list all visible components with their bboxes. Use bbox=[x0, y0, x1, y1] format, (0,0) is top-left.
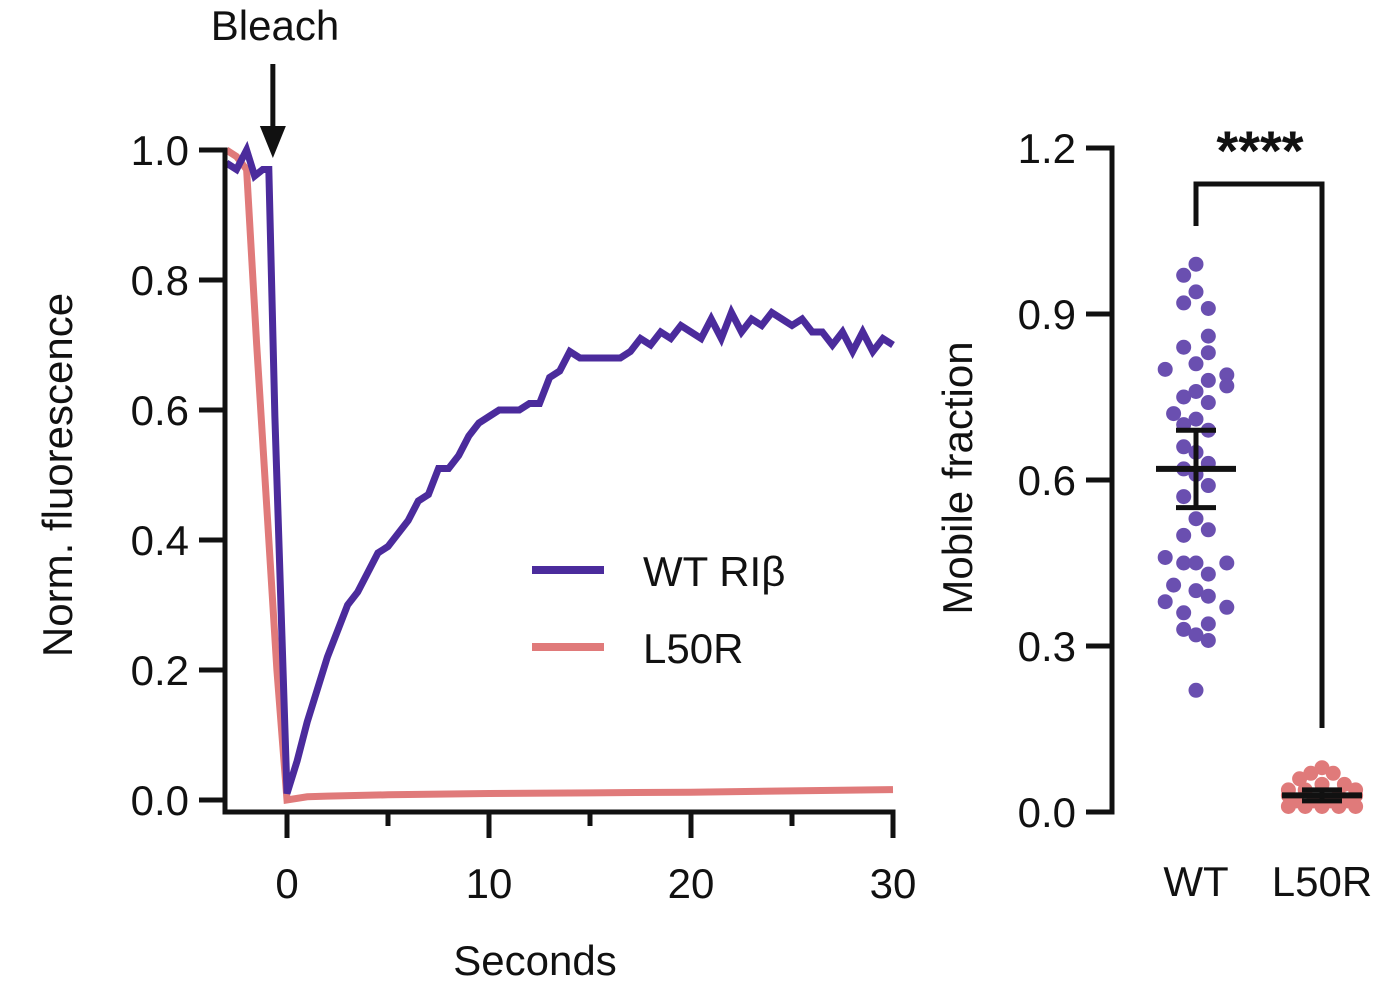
data-point-wt bbox=[1200, 632, 1216, 648]
data-point-wt bbox=[1157, 549, 1173, 565]
data-point-wt bbox=[1200, 478, 1216, 494]
legend-label-l50r: L50R bbox=[643, 625, 743, 672]
y-tick-label: 1.0 bbox=[131, 127, 189, 174]
y-axis-title: Mobile fraction bbox=[934, 341, 981, 614]
y-tick-label: 0.2 bbox=[131, 647, 189, 694]
data-point-wt bbox=[1176, 439, 1192, 455]
y-tick-label: 1.2 bbox=[1018, 125, 1076, 172]
y-tick-label: 0.0 bbox=[1018, 789, 1076, 836]
data-point-l50r bbox=[1348, 798, 1364, 814]
x-category-label: WT bbox=[1163, 858, 1228, 905]
data-point-wt bbox=[1157, 594, 1173, 610]
data-point-wt bbox=[1176, 267, 1192, 283]
data-point-wt bbox=[1176, 527, 1192, 543]
y-axis-ticks: 0.0 0.3 0.6 0.9 1.2 bbox=[1018, 125, 1112, 836]
data-point-wt bbox=[1188, 256, 1204, 272]
data-point-wt bbox=[1188, 555, 1204, 571]
legend-label-wt: WT RIβ bbox=[643, 548, 785, 595]
data-point-wt bbox=[1188, 682, 1204, 698]
data-point-l50r bbox=[1325, 765, 1341, 781]
data-point-wt bbox=[1219, 555, 1235, 571]
y-tick-label: 0.9 bbox=[1018, 291, 1076, 338]
x-tick-label: 30 bbox=[870, 860, 917, 907]
data-point-wt bbox=[1200, 300, 1216, 316]
series-layer bbox=[224, 140, 895, 805]
x-tick-label: 0 bbox=[275, 860, 298, 907]
data-point-l50r bbox=[1292, 771, 1308, 787]
data-point-wt bbox=[1219, 599, 1235, 615]
data-point-wt bbox=[1200, 616, 1216, 632]
significance-bracket: **** bbox=[1193, 119, 1325, 728]
scatter-points bbox=[1157, 256, 1364, 814]
series-line-wt-ri- bbox=[224, 140, 895, 795]
data-point-wt bbox=[1219, 367, 1235, 383]
data-point-wt bbox=[1200, 566, 1216, 582]
data-point-wt bbox=[1188, 284, 1204, 300]
x-category-label: L50R bbox=[1272, 858, 1372, 905]
y-tick-label: 0.6 bbox=[1018, 457, 1076, 504]
recovery-line-chart: 0.0 0.2 0.4 0.6 0.8 1.0 0 10 20 30 Norm. fluores… bbox=[34, 2, 917, 983]
data-point-wt bbox=[1176, 339, 1192, 355]
y-tick-label: 0.4 bbox=[131, 517, 189, 564]
data-point-wt bbox=[1200, 372, 1216, 388]
data-point-wt bbox=[1166, 577, 1182, 593]
y-tick-label: 0.6 bbox=[131, 387, 189, 434]
significance-stars: **** bbox=[1216, 119, 1303, 182]
bleach-annotation: Bleach bbox=[211, 2, 339, 158]
mobile-fraction-scatter-chart: 0.0 0.3 0.6 0.9 1.2 WT L50R Mobile fraction *… bbox=[934, 119, 1372, 905]
data-point-wt bbox=[1200, 345, 1216, 361]
data-point-wt bbox=[1188, 383, 1204, 399]
data-point-wt bbox=[1188, 411, 1204, 427]
bracket-line bbox=[1193, 181, 1325, 728]
data-point-wt bbox=[1188, 627, 1204, 643]
x-category-labels: WT L50R bbox=[1163, 858, 1372, 905]
data-point-wt bbox=[1188, 356, 1204, 372]
y-tick-label: 0.3 bbox=[1018, 623, 1076, 670]
series-line-l50r bbox=[224, 147, 894, 805]
x-tick-label: 10 bbox=[466, 860, 513, 907]
data-point-wt bbox=[1157, 361, 1173, 377]
data-point-wt bbox=[1188, 583, 1204, 599]
x-axis-title: Seconds bbox=[453, 937, 616, 978]
data-point-wt bbox=[1200, 588, 1216, 604]
data-point-wt bbox=[1176, 389, 1192, 405]
data-point-wt bbox=[1176, 605, 1192, 621]
y-axis-title: Norm. fluorescence bbox=[34, 293, 81, 657]
left-chart-axes: 0.0 0.2 0.4 0.6 0.8 1.0 0 10 20 30 bbox=[131, 127, 917, 907]
data-point-wt bbox=[1219, 378, 1235, 394]
data-point-wt bbox=[1200, 328, 1216, 344]
data-point-l50r bbox=[1303, 765, 1319, 781]
right-chart-axes: 0.0 0.3 0.6 0.9 1.2 WT L50R bbox=[1018, 125, 1373, 905]
y-tick-label: 0.0 bbox=[131, 777, 189, 824]
mean-error-bars bbox=[1156, 427, 1362, 804]
data-point-l50r bbox=[1314, 760, 1330, 776]
data-point-wt bbox=[1200, 522, 1216, 538]
data-point-wt bbox=[1166, 406, 1182, 422]
x-axis-ticks: 0 10 20 30 bbox=[275, 812, 916, 907]
data-point-wt bbox=[1176, 555, 1192, 571]
data-point-wt bbox=[1200, 395, 1216, 411]
data-point-wt bbox=[1176, 489, 1192, 505]
y-tick-label: 0.8 bbox=[131, 257, 189, 304]
data-point-wt bbox=[1188, 511, 1204, 527]
data-point-wt bbox=[1176, 621, 1192, 637]
x-tick-label: 20 bbox=[668, 860, 715, 907]
data-point-l50r bbox=[1280, 798, 1296, 814]
data-point-wt bbox=[1176, 295, 1192, 311]
bleach-arrow-head bbox=[259, 126, 286, 158]
y-axis-ticks: 0.0 0.2 0.4 0.6 0.8 1.0 bbox=[131, 127, 225, 824]
legend: WT RIβ L50R bbox=[532, 548, 785, 672]
bleach-label: Bleach bbox=[211, 2, 339, 49]
